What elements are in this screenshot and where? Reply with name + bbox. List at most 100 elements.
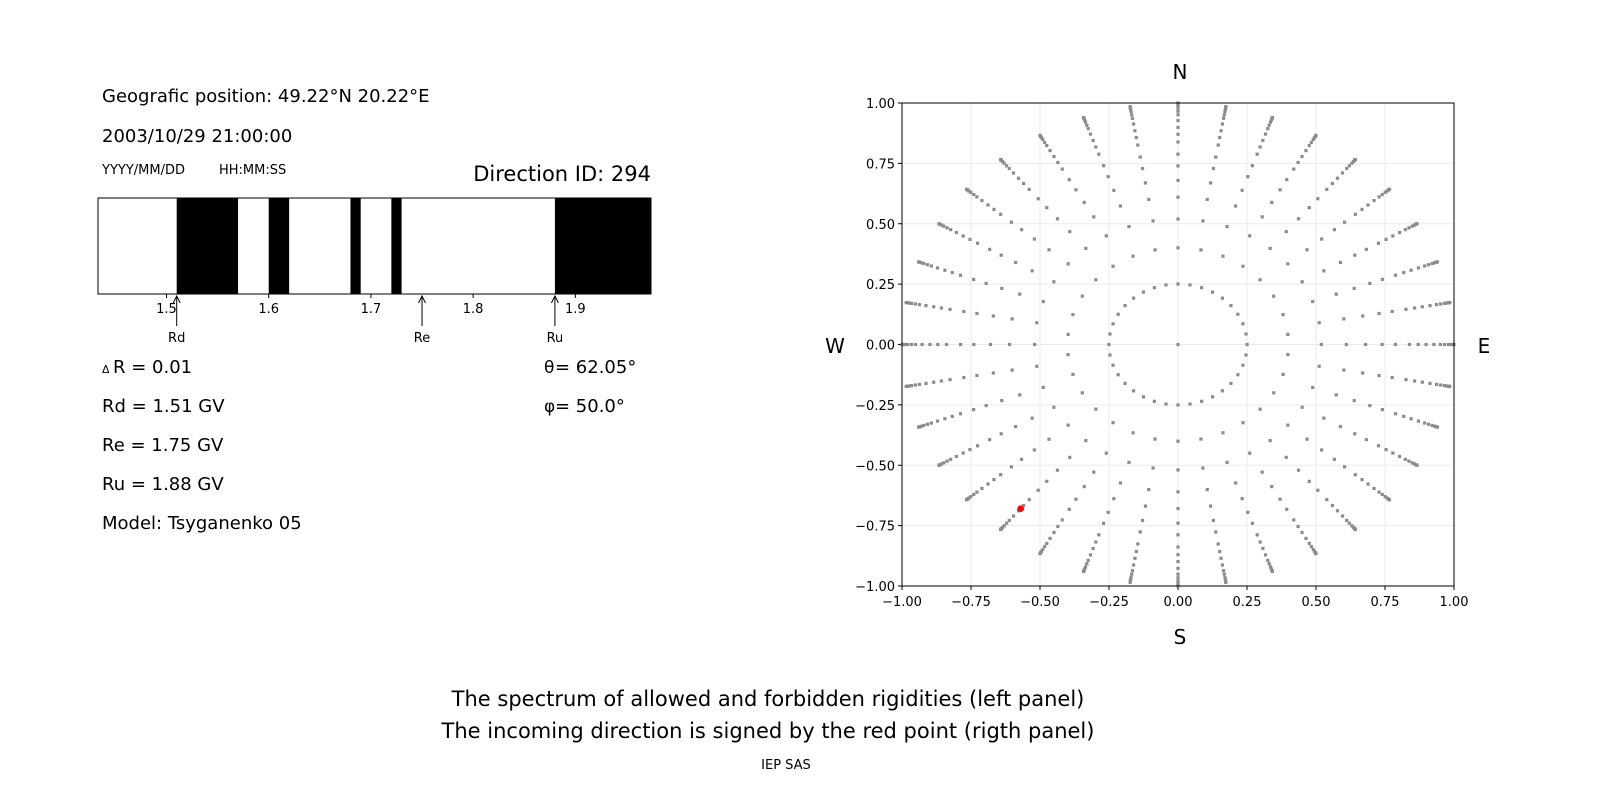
- direction-point: [1013, 260, 1018, 265]
- direction-point: [1442, 342, 1447, 347]
- direction-point: [1353, 432, 1357, 436]
- forbidden-band: [268, 198, 290, 294]
- direction-point: [1128, 580, 1132, 584]
- direction-point: [1011, 171, 1016, 175]
- direction-point: [1216, 542, 1220, 546]
- direction-point: [1225, 225, 1229, 229]
- direction-point: [972, 342, 976, 347]
- direction-point: [1393, 342, 1398, 347]
- direction-point: [1176, 403, 1180, 407]
- direction-point: [1292, 518, 1296, 522]
- direction-point: [1360, 207, 1364, 211]
- direction-point: [1304, 536, 1308, 541]
- plot-frame: [901, 102, 1455, 587]
- direction-point: [1068, 455, 1072, 459]
- direction-point: [1361, 314, 1365, 318]
- direction-point: [1246, 175, 1250, 179]
- direction-point: [1391, 451, 1395, 455]
- direction-point: [1311, 547, 1315, 552]
- y-tick-label: 0.50: [866, 218, 895, 233]
- y-tick-label: −1.00: [855, 580, 895, 595]
- direction-point: [1021, 503, 1026, 508]
- direction-point: [1164, 283, 1168, 287]
- direction-point: [1334, 292, 1338, 296]
- direction-point: [1131, 431, 1135, 435]
- re-value: Re = 1.75 GV: [102, 435, 224, 456]
- direction-point: [1094, 407, 1098, 411]
- direction-point: [1390, 309, 1394, 314]
- model-value: Model: Tsyganenko 05: [102, 513, 302, 534]
- direction-point: [1296, 524, 1300, 529]
- direction-point: [1176, 113, 1180, 117]
- direction-point: [1138, 155, 1142, 159]
- direction-point: [998, 157, 1003, 162]
- direction-point: [1055, 217, 1060, 221]
- footer-label: IEP SAS: [761, 758, 811, 773]
- direction-point: [1066, 332, 1070, 336]
- direction-point: [1218, 135, 1222, 140]
- direction-point: [1222, 572, 1226, 576]
- direction-point: [1200, 399, 1204, 403]
- direction-point: [1210, 290, 1215, 294]
- direction-point: [1005, 521, 1009, 525]
- direction-point: [1041, 547, 1045, 552]
- direction-point: [1176, 439, 1180, 443]
- direction-point: [1317, 364, 1321, 368]
- x-tick-label: 1.6: [258, 302, 279, 317]
- direction-point: [1066, 353, 1070, 357]
- direction-point: [1199, 248, 1203, 252]
- direction-point: [1176, 572, 1180, 576]
- direction-point: [1353, 157, 1358, 162]
- direction-point: [1176, 132, 1180, 136]
- direction-point: [999, 253, 1003, 257]
- forbidden-band: [350, 198, 361, 294]
- direction-point: [1268, 565, 1273, 569]
- direction-point: [1080, 294, 1084, 298]
- direction-point: [1332, 228, 1336, 232]
- direction-point: [1007, 342, 1012, 347]
- direction-point: [1434, 303, 1439, 307]
- direction-point: [1364, 438, 1368, 442]
- x-tick-label: 1.00: [1440, 595, 1469, 610]
- direction-point: [1056, 524, 1060, 529]
- direction-point: [1304, 148, 1308, 153]
- direction-point: [1032, 237, 1036, 241]
- direction-point: [1027, 187, 1031, 191]
- direction-point: [1407, 342, 1412, 347]
- direction-point: [1263, 132, 1268, 136]
- direction-point: [1255, 533, 1259, 537]
- direction-point: [1082, 485, 1086, 489]
- direction-point: [1111, 421, 1115, 425]
- direction-point: [1281, 313, 1285, 317]
- direction-point: [1067, 507, 1071, 511]
- direction-point: [1258, 407, 1262, 411]
- direction-point: [1286, 423, 1290, 427]
- direction-point: [1347, 521, 1351, 525]
- direction-point: [1272, 294, 1276, 298]
- direction-point: [1176, 566, 1180, 571]
- direction-point: [1131, 389, 1136, 393]
- direction-point: [964, 187, 969, 191]
- direction-point: [1030, 269, 1034, 273]
- direction-point: [1041, 385, 1045, 390]
- caption-line-2: The incoming direction is signed by the …: [441, 719, 1095, 743]
- direction-point: [1393, 412, 1398, 416]
- direction-point: [907, 384, 911, 388]
- direction-point: [1423, 264, 1427, 268]
- direction-point: [1084, 246, 1088, 250]
- direction-point: [1260, 215, 1264, 219]
- direction-point: [1205, 488, 1209, 492]
- direction-point: [961, 234, 965, 238]
- direction-point: [1176, 140, 1180, 144]
- direction-point: [1223, 575, 1227, 580]
- direction-point: [1246, 510, 1250, 514]
- direction-point: [1052, 154, 1056, 159]
- x-tick-label: 1.9: [565, 302, 586, 317]
- direction-point: [903, 342, 907, 347]
- direction-point: [1407, 226, 1411, 230]
- direction-point: [1188, 402, 1192, 406]
- direction-point: [1164, 402, 1168, 406]
- direction-point: [1319, 342, 1323, 347]
- direction-point: [949, 228, 953, 232]
- direction-point: [1118, 204, 1123, 208]
